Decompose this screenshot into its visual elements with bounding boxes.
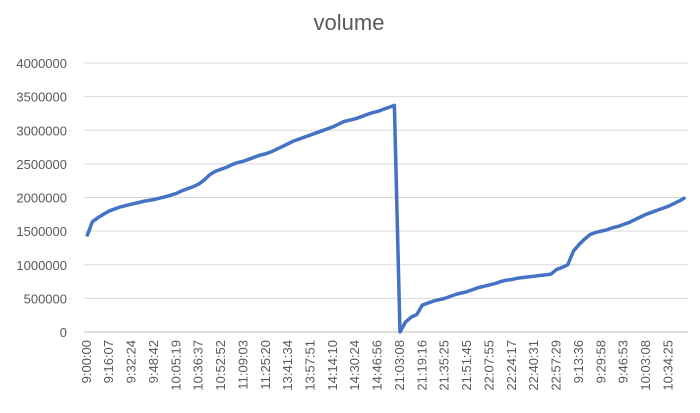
x-tick-label: 22:40:31 — [526, 340, 541, 391]
y-tick-label: 4000000 — [16, 56, 67, 71]
x-tick-label: 14:46:56 — [370, 340, 385, 391]
chart-title: volume — [314, 10, 385, 35]
y-tick-label: 1500000 — [16, 224, 67, 239]
x-tick-label: 9:46:53 — [616, 340, 631, 383]
y-tick-label: 3000000 — [16, 123, 67, 138]
x-tick-label: 9:16:07 — [101, 340, 116, 383]
y-tick-label: 2500000 — [16, 157, 67, 172]
x-tick-label: 10:03:08 — [638, 340, 653, 391]
x-tick-label: 9:32:24 — [124, 340, 139, 383]
x-tick-label: 11:25:20 — [258, 340, 273, 390]
x-tick-label: 21:03:08 — [392, 340, 407, 391]
line-series — [85, 103, 687, 334]
x-tick-label: 9:13:36 — [571, 340, 586, 383]
x-tick-label: 9:29:58 — [593, 340, 608, 383]
x-tick-label: 10:34:25 — [660, 340, 675, 391]
x-tick-label: 9:00:00 — [79, 340, 94, 383]
x-tick-label: 13:57:51 — [303, 340, 318, 391]
y-tick-label: 1000000 — [16, 258, 67, 273]
x-tick-label: 22:07:55 — [481, 340, 496, 391]
y-tick-label: 500000 — [24, 291, 67, 306]
x-tick-label: 10:36:37 — [191, 340, 206, 391]
x-tick-label: 9:48:42 — [146, 340, 161, 383]
x-tick-label: 14:14:10 — [325, 340, 340, 391]
x-tick-label: 21:35:25 — [437, 340, 452, 391]
x-tick-label: 21:19:16 — [414, 340, 429, 391]
x-tick-label: 22:57:29 — [549, 340, 564, 391]
y-tick-label: 2000000 — [16, 191, 67, 206]
x-tick-label: 11:09:03 — [235, 340, 250, 390]
x-tick-label: 10:05:19 — [168, 340, 183, 391]
x-tick-label: 13:41:34 — [280, 340, 295, 391]
x-tick-label: 10:52:52 — [213, 340, 228, 391]
x-tick-label: 21:51:45 — [459, 340, 474, 391]
y-tick-label: 0 — [60, 325, 67, 340]
y-tick-label: 3500000 — [16, 90, 67, 105]
x-tick-label: 22:24:17 — [504, 340, 519, 391]
x-tick-label: 14:30:24 — [347, 340, 362, 391]
